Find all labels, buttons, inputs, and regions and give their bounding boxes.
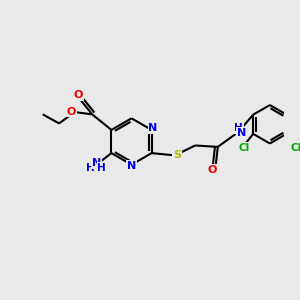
Text: O: O (208, 165, 217, 175)
Text: N: N (127, 161, 136, 171)
Text: Cl: Cl (290, 143, 300, 153)
Text: Cl: Cl (238, 143, 250, 153)
Text: H: H (234, 123, 243, 133)
Text: S: S (173, 150, 181, 161)
Text: H: H (98, 163, 106, 173)
Text: N: N (92, 158, 101, 168)
Text: O: O (67, 106, 76, 116)
Text: O: O (74, 90, 83, 100)
Text: N: N (237, 128, 246, 138)
Text: N: N (148, 123, 158, 133)
Text: H: H (86, 163, 95, 173)
